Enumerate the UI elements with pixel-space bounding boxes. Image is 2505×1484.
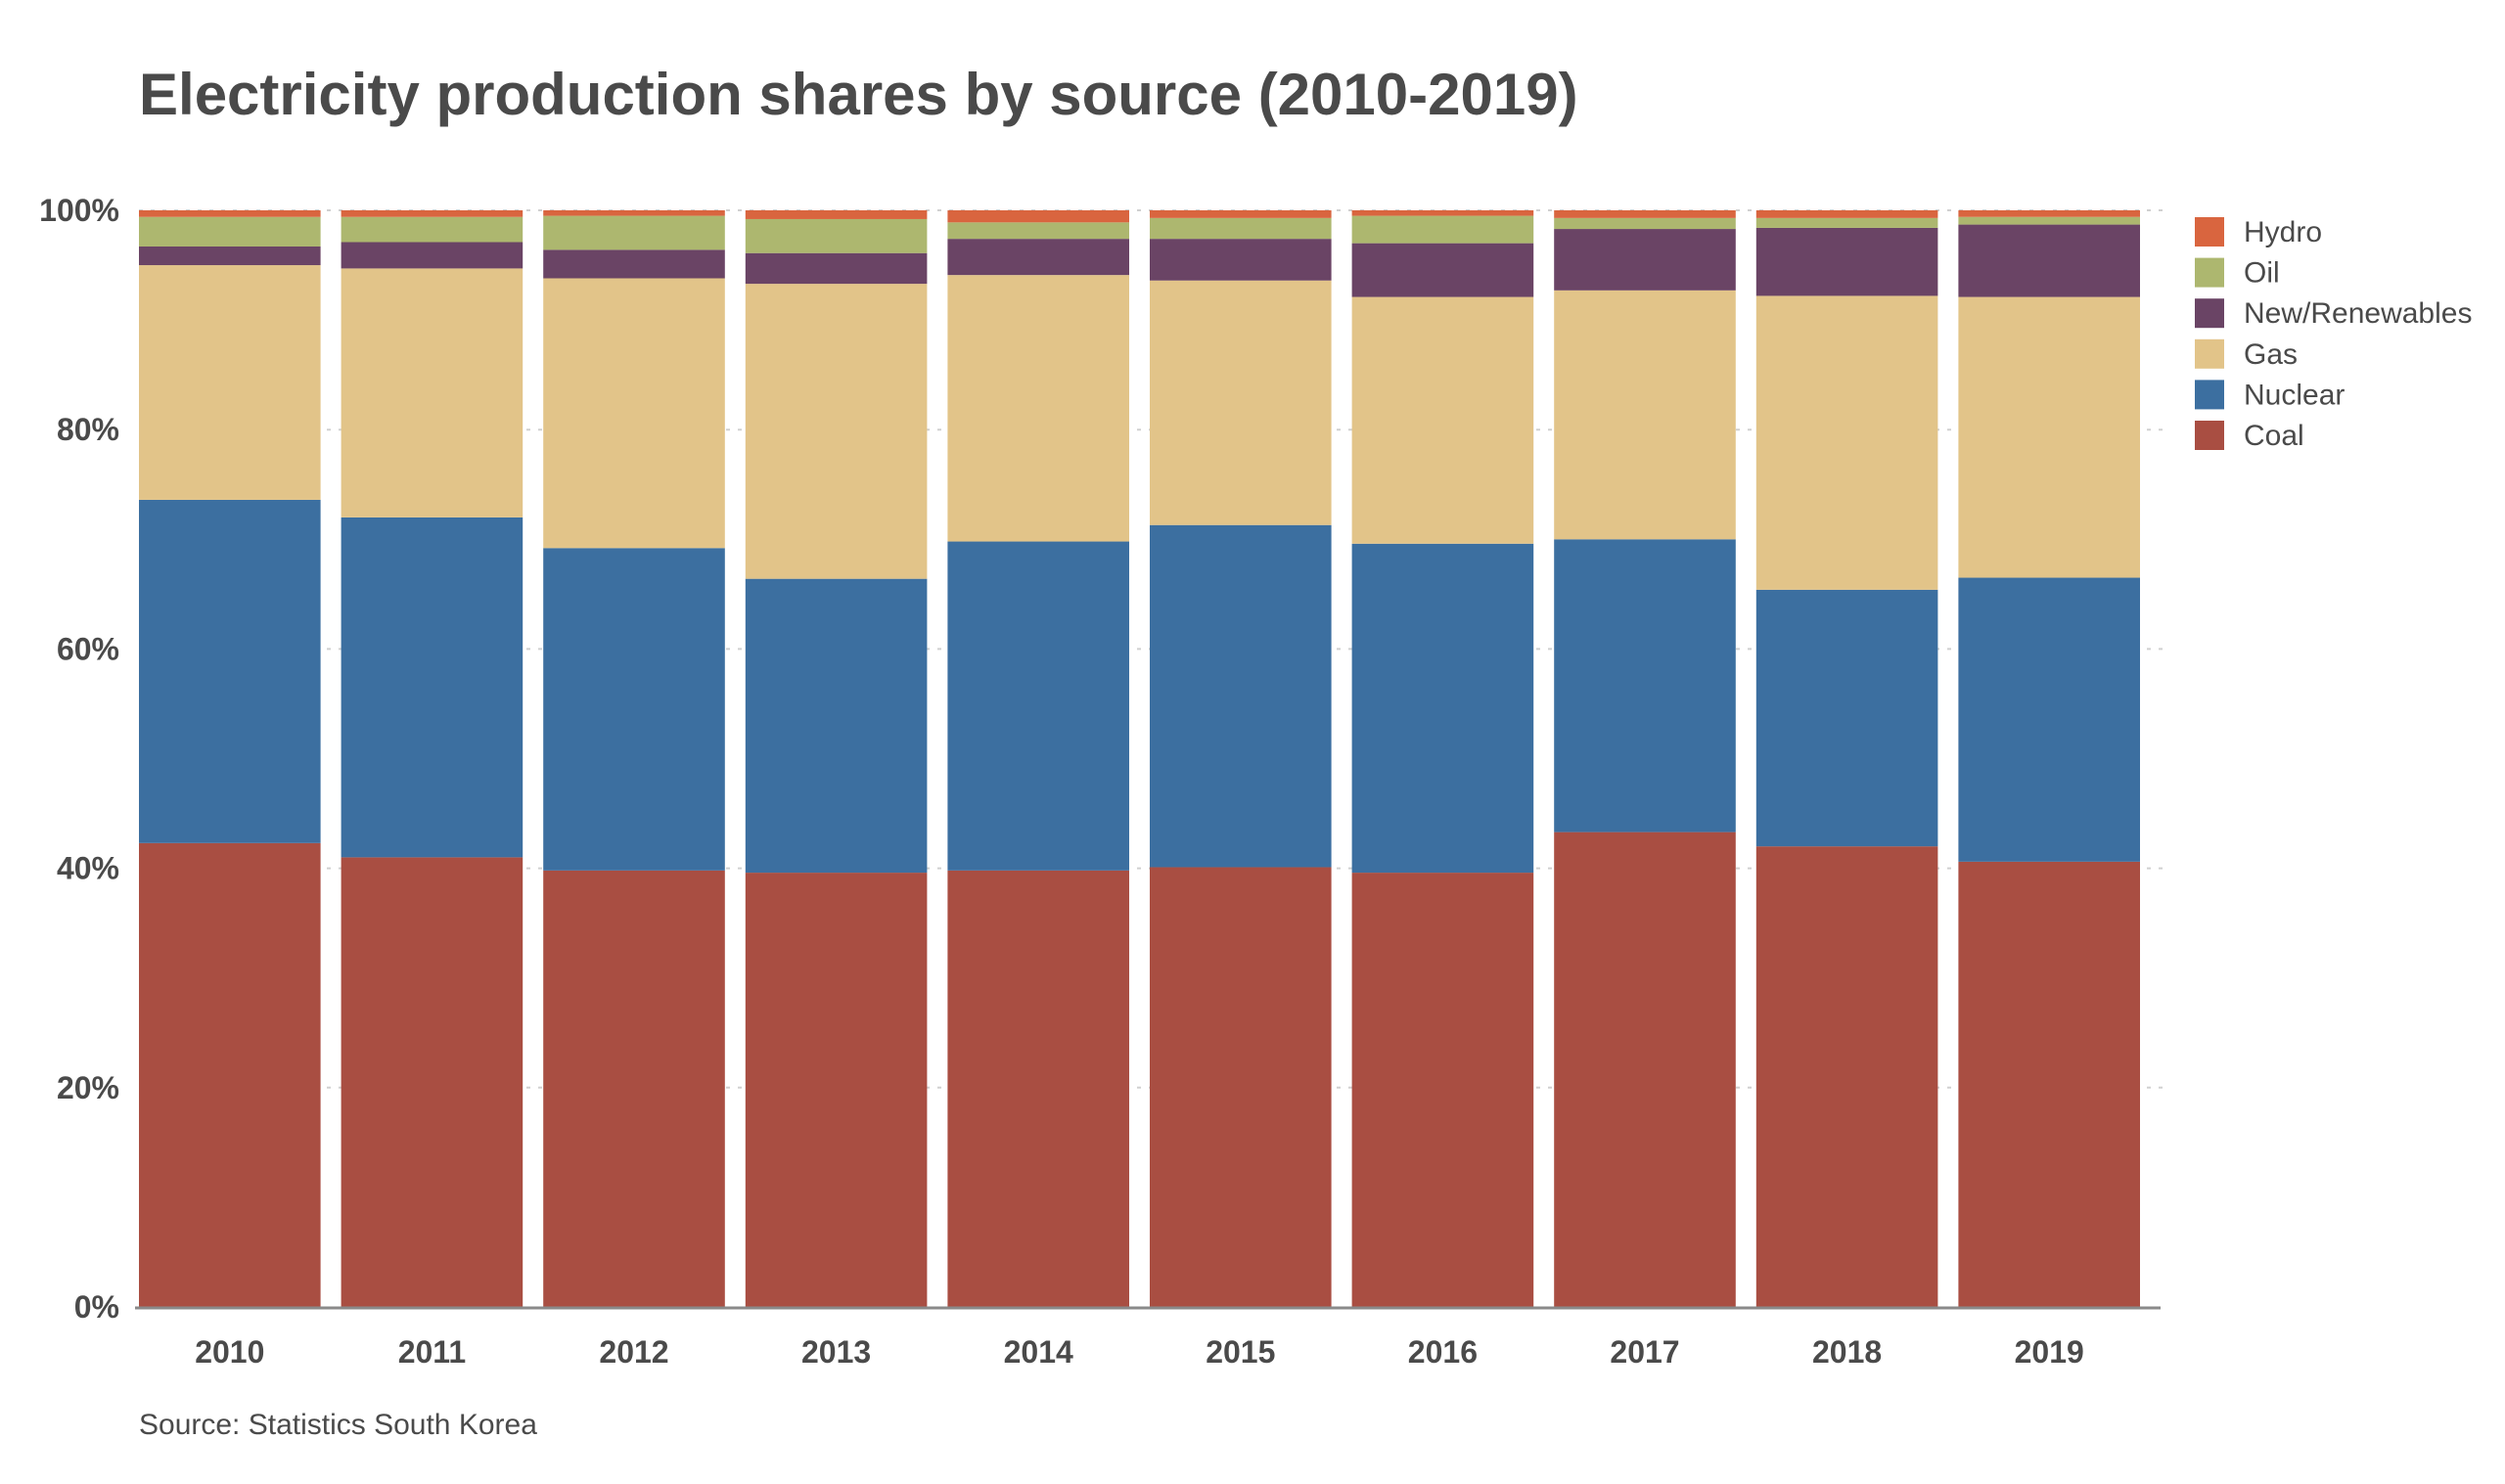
legend-swatch xyxy=(2195,298,2224,329)
bar-segment-coal-2010 xyxy=(139,842,321,1307)
bar-segment-coal-2019 xyxy=(1958,861,2140,1307)
bar-segment-oil-2016 xyxy=(1351,215,1534,244)
legend: Hydro Oil New/Renewables Gas Nuclear Coal xyxy=(2195,216,2472,452)
y-tick-label: 40% xyxy=(57,851,119,886)
bar-segment-nuclear-2016 xyxy=(1351,543,1534,874)
legend-swatch xyxy=(2195,217,2224,247)
legend-swatch xyxy=(2195,380,2224,410)
bar-segment-new-renewables-2012 xyxy=(543,249,725,279)
bar-segment-gas-2014 xyxy=(947,275,1129,542)
chart-title: Electricity production shares by source … xyxy=(139,62,1578,127)
bar-segment-hydro-2015 xyxy=(1150,210,1332,218)
bar-segment-hydro-2017 xyxy=(1554,210,1736,218)
bar-segment-new-renewables-2019 xyxy=(1958,224,2140,297)
bar-segment-coal-2011 xyxy=(341,857,524,1307)
bar-segment-gas-2016 xyxy=(1351,296,1534,544)
x-tick-label: 2015 xyxy=(1206,1334,1275,1370)
bar-segment-nuclear-2013 xyxy=(745,578,928,874)
bar-segment-nuclear-2019 xyxy=(1958,577,2140,862)
y-tick-label: 100% xyxy=(39,193,119,228)
bar-segment-hydro-2018 xyxy=(1755,210,1938,218)
bar-segment-coal-2012 xyxy=(543,870,725,1307)
bar-segment-nuclear-2012 xyxy=(543,548,725,871)
legend-swatch xyxy=(2195,421,2224,450)
bar-segment-hydro-2014 xyxy=(947,210,1129,223)
bar-segment-coal-2015 xyxy=(1150,867,1332,1307)
bar-segment-new-renewables-2014 xyxy=(947,239,1129,276)
legend-label: Gas xyxy=(2244,338,2298,371)
bar-segment-gas-2012 xyxy=(543,278,725,549)
bar-segment-coal-2014 xyxy=(947,870,1129,1307)
bar-segment-new-renewables-2015 xyxy=(1150,239,1332,281)
source-note: Source: Statistics South Korea xyxy=(139,1409,537,1441)
bar-segment-gas-2013 xyxy=(745,284,928,579)
x-tick-label: 2011 xyxy=(398,1334,466,1370)
x-tick-label: 2014 xyxy=(1004,1334,1073,1370)
bar-segment-nuclear-2011 xyxy=(341,517,524,858)
bar-segment-oil-2015 xyxy=(1150,217,1332,240)
bar-segment-hydro-2013 xyxy=(745,210,928,219)
y-tick-label: 60% xyxy=(57,631,119,666)
bar-segment-coal-2016 xyxy=(1351,873,1534,1307)
x-tick-label: 2019 xyxy=(2015,1334,2084,1370)
legend-label: Nuclear xyxy=(2244,379,2345,411)
bar-segment-oil-2019 xyxy=(1958,216,2140,225)
bar-segment-hydro-2010 xyxy=(139,210,321,217)
legend-label: Hydro xyxy=(2244,216,2322,248)
bar-segment-coal-2017 xyxy=(1554,832,1736,1307)
bar-segment-coal-2018 xyxy=(1755,846,1938,1307)
bar-segment-new-renewables-2018 xyxy=(1755,227,1938,296)
bar-segment-new-renewables-2010 xyxy=(139,246,321,266)
bar-segment-coal-2013 xyxy=(745,873,928,1307)
bar-segment-gas-2010 xyxy=(139,265,321,500)
legend-label: Coal xyxy=(2244,420,2304,452)
bar-segment-new-renewables-2013 xyxy=(745,252,928,285)
y-tick-label: 20% xyxy=(57,1070,119,1105)
x-tick-label: 2012 xyxy=(599,1334,668,1370)
bar-segment-oil-2013 xyxy=(745,218,928,253)
bar-segment-oil-2017 xyxy=(1554,217,1736,230)
legend-label: Oil xyxy=(2244,257,2280,290)
bar-segment-new-renewables-2016 xyxy=(1351,243,1534,297)
bar-segment-gas-2011 xyxy=(341,268,524,517)
bar-segment-nuclear-2015 xyxy=(1150,524,1332,868)
bar-segment-nuclear-2014 xyxy=(947,541,1129,871)
legend-swatch xyxy=(2195,338,2224,369)
bar-segment-oil-2018 xyxy=(1755,217,1938,228)
axes: 0% 20% 40% 60% 80% 100% 2010 2011 2012 2013 2014 20… xyxy=(39,193,2161,1370)
legend-label: New/Renewables xyxy=(2244,297,2472,330)
bar-segment-oil-2014 xyxy=(947,222,1129,240)
y-tick-label: 80% xyxy=(57,412,119,447)
x-tick-label: 2010 xyxy=(195,1334,264,1370)
bar-segment-gas-2017 xyxy=(1554,290,1736,540)
x-tick-label: 2013 xyxy=(801,1334,871,1370)
bar-segment-new-renewables-2011 xyxy=(341,242,524,269)
bar-segment-nuclear-2018 xyxy=(1755,589,1938,847)
bar-segment-hydro-2019 xyxy=(1958,210,2140,217)
bars xyxy=(139,210,2140,1307)
bar-segment-oil-2011 xyxy=(341,216,524,243)
bar-segment-hydro-2016 xyxy=(1351,210,1534,216)
legend-swatch xyxy=(2195,257,2224,288)
x-tick-label: 2016 xyxy=(1408,1334,1478,1370)
x-tick-label: 2017 xyxy=(1610,1334,1679,1370)
bar-segment-gas-2015 xyxy=(1150,280,1332,525)
bar-segment-hydro-2011 xyxy=(341,210,524,217)
bar-segment-oil-2012 xyxy=(543,215,725,250)
y-tick-label: 0% xyxy=(74,1289,119,1325)
bar-segment-oil-2010 xyxy=(139,216,321,247)
bar-segment-new-renewables-2017 xyxy=(1554,229,1736,291)
bar-segment-nuclear-2010 xyxy=(139,499,321,843)
bar-segment-gas-2019 xyxy=(1958,296,2140,578)
x-tick-label: 2018 xyxy=(1812,1334,1882,1370)
bar-segment-gas-2018 xyxy=(1755,295,1938,590)
bar-segment-hydro-2012 xyxy=(543,210,725,216)
bar-segment-nuclear-2017 xyxy=(1554,539,1736,832)
